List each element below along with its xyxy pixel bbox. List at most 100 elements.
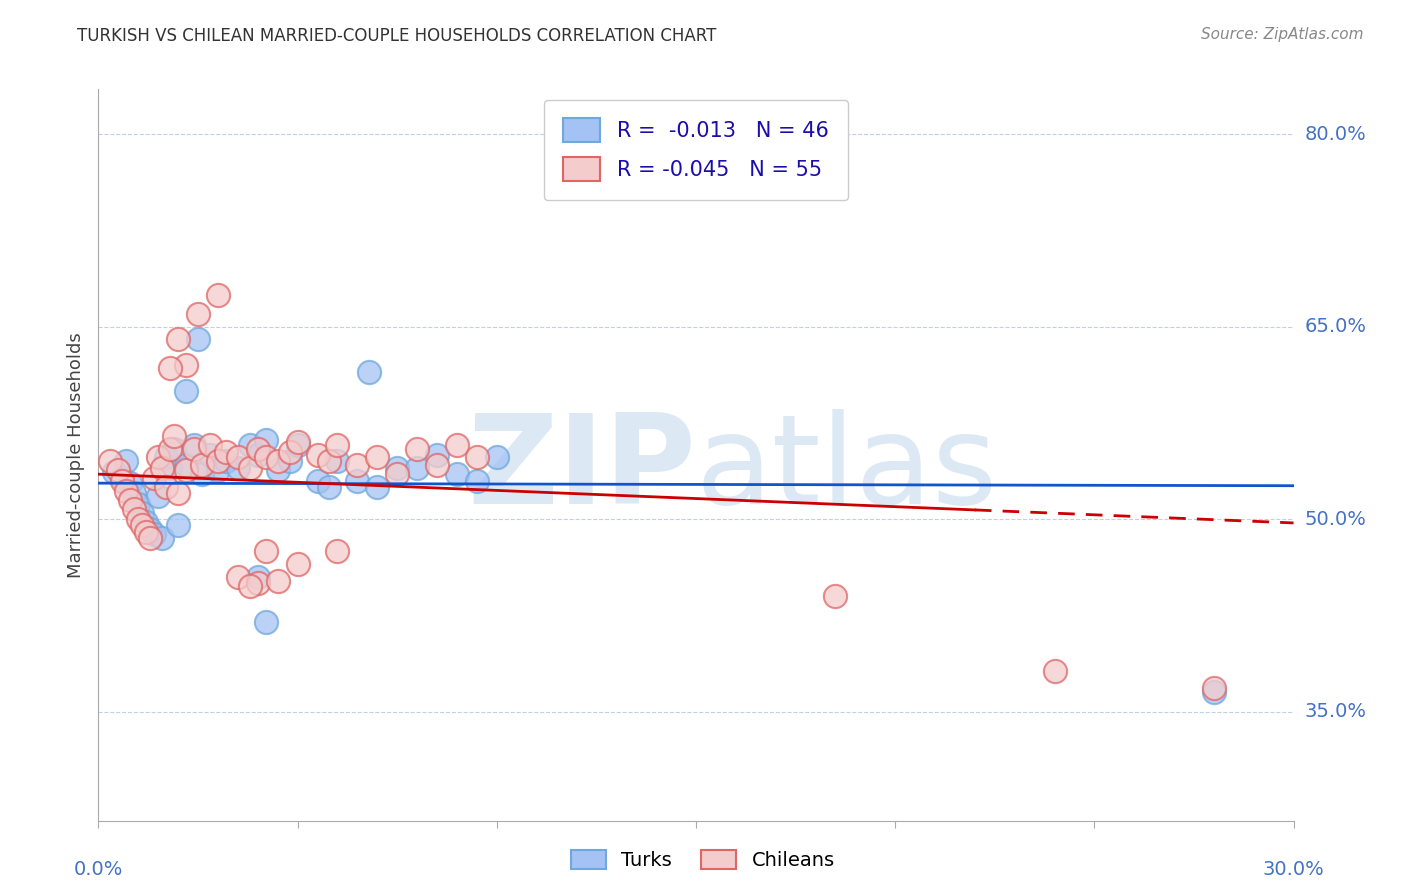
Point [107, 463, 129, 477]
Point [366, 450, 388, 465]
Point [254, 544, 277, 558]
Point [226, 460, 249, 475]
Point [120, 492, 142, 507]
Text: 30.0%: 30.0% [1263, 860, 1324, 879]
Point [254, 615, 277, 629]
Point [287, 437, 309, 451]
Point [148, 450, 170, 465]
Point [307, 448, 329, 462]
Point [385, 460, 409, 475]
Point [385, 467, 409, 482]
Text: 65.0%: 65.0% [1305, 317, 1367, 336]
Point [307, 474, 329, 488]
Point [174, 384, 197, 398]
Point [346, 458, 368, 473]
Legend: Turks, Chileans: Turks, Chileans [564, 842, 842, 878]
Point [824, 589, 846, 603]
Point [267, 454, 290, 468]
Point [326, 437, 349, 451]
Point [174, 463, 197, 477]
Point [187, 307, 209, 321]
Point [148, 489, 170, 503]
Point [150, 460, 173, 475]
Point [366, 480, 388, 494]
Point [239, 437, 262, 451]
Point [167, 486, 190, 500]
Point [426, 458, 449, 473]
Point [163, 442, 186, 456]
Point [127, 512, 149, 526]
Point [124, 501, 146, 516]
Point [155, 480, 177, 494]
Point [226, 570, 249, 584]
Text: atlas: atlas [696, 409, 998, 530]
Point [143, 527, 166, 541]
Text: 35.0%: 35.0% [1305, 702, 1367, 721]
Point [246, 442, 269, 456]
Point [446, 467, 468, 482]
Point [135, 524, 157, 539]
Point [215, 454, 238, 468]
Point [115, 483, 138, 498]
Point [278, 454, 301, 468]
Point [131, 506, 153, 520]
Point [346, 474, 368, 488]
Point [465, 450, 488, 465]
Legend: R =  -0.013   N = 46, R = -0.045   N = 55: R = -0.013 N = 46, R = -0.045 N = 55 [544, 100, 848, 200]
Point [159, 360, 181, 375]
Point [135, 515, 157, 529]
Point [426, 448, 449, 462]
Point [246, 576, 269, 591]
Point [167, 518, 190, 533]
Text: TURKISH VS CHILEAN MARRIED-COUPLE HOUSEHOLDS CORRELATION CHART: TURKISH VS CHILEAN MARRIED-COUPLE HOUSEH… [77, 27, 717, 45]
Point [287, 557, 309, 571]
Point [131, 518, 153, 533]
Point [1202, 681, 1225, 696]
Point [115, 454, 138, 468]
Point [254, 450, 277, 465]
Point [318, 454, 340, 468]
Point [124, 486, 146, 500]
Point [239, 579, 262, 593]
Text: 0.0%: 0.0% [73, 860, 124, 879]
Point [267, 463, 290, 477]
Point [167, 333, 190, 347]
Point [207, 463, 229, 477]
Point [226, 450, 249, 465]
Point [183, 442, 205, 456]
Text: Source: ZipAtlas.com: Source: ZipAtlas.com [1201, 27, 1364, 42]
Point [174, 358, 197, 372]
Point [326, 454, 349, 468]
Text: 50.0%: 50.0% [1305, 509, 1367, 529]
Point [198, 437, 221, 451]
Point [267, 574, 290, 588]
Point [326, 544, 349, 558]
Point [111, 474, 134, 488]
Point [155, 450, 177, 465]
Text: ZIP: ZIP [467, 409, 696, 530]
Y-axis label: Married-couple Households: Married-couple Households [66, 332, 84, 578]
Point [191, 467, 214, 482]
Point [406, 460, 429, 475]
Point [246, 448, 269, 462]
Point [191, 458, 214, 473]
Point [485, 450, 508, 465]
Point [207, 287, 229, 301]
Point [183, 437, 205, 451]
Point [287, 435, 309, 450]
Point [254, 433, 277, 447]
Point [239, 460, 262, 475]
Point [159, 460, 181, 475]
Point [359, 364, 381, 378]
Point [246, 570, 269, 584]
Point [1043, 664, 1066, 678]
Point [198, 448, 221, 462]
Text: 80.0%: 80.0% [1305, 125, 1367, 144]
Point [139, 522, 162, 536]
Point [127, 497, 149, 511]
Point [446, 437, 468, 451]
Point [187, 333, 209, 347]
Point [98, 454, 122, 468]
Point [278, 445, 301, 459]
Point [406, 442, 429, 456]
